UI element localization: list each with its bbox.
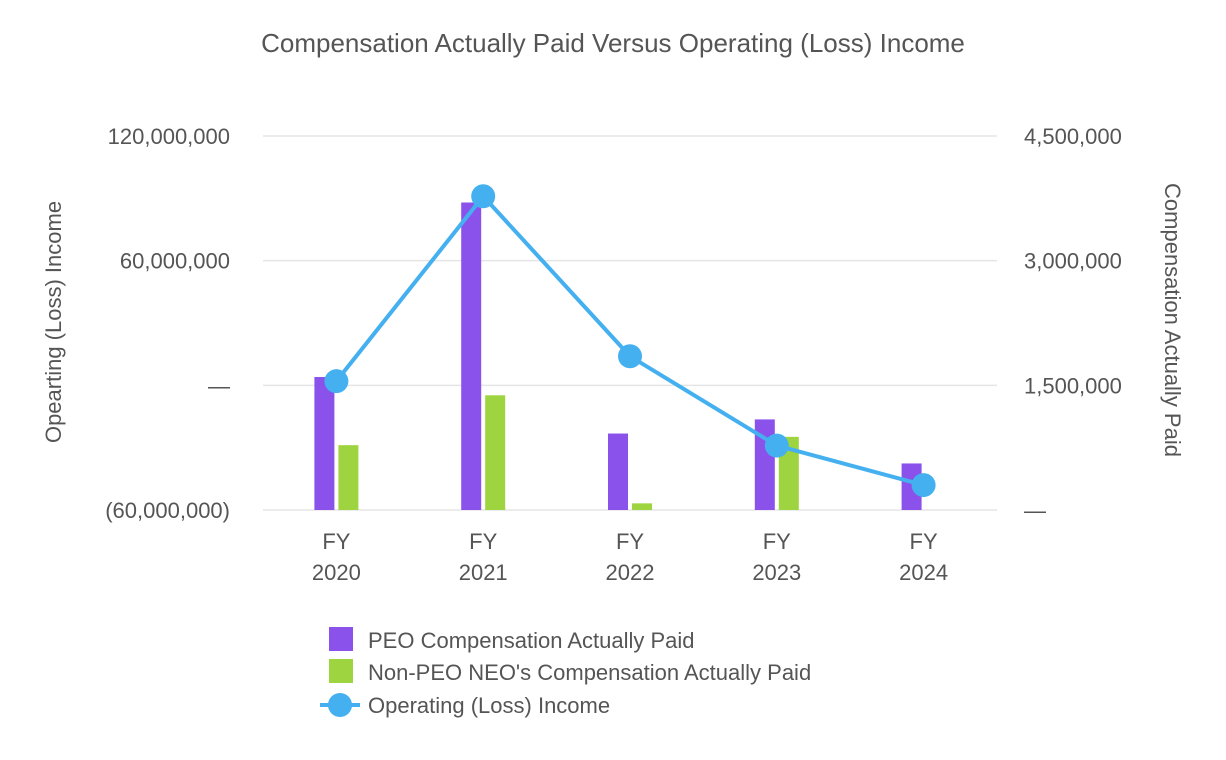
legend-label-operating-income: Operating (Loss) Income [368,693,610,718]
left-axis-label: Opearting (Loss) Income [41,201,66,443]
x-tick-label-3-line2: 2023 [752,560,801,585]
x-tick-label-1-line1: FY [469,529,497,554]
legend-swatch-non-peo [329,659,353,683]
left-axis-ticks: (60,000,000) — 60,000,000 120,000,000 [105,124,230,523]
legend: PEO Compensation Actually Paid Non-PEO N… [320,627,811,718]
chart-title: Compensation Actually Paid Versus Operat… [261,28,965,58]
bar-0-4 [901,463,922,510]
operating-income-line [334,194,925,487]
bars [314,202,922,510]
x-tick-label-1-line2: 2021 [459,560,508,585]
gridlines [263,135,997,511]
legend-item-operating-income[interactable]: Operating (Loss) Income [320,693,610,718]
line-point-0 [324,369,349,394]
right-tick-label-2: 3,000,000 [1024,249,1122,274]
x-tick-label-2-line2: 2022 [606,560,655,585]
legend-label-peo: PEO Compensation Actually Paid [368,628,695,653]
legend-label-non-peo: Non-PEO NEO's Compensation Actually Paid [368,660,811,685]
right-tick-label-1: 1,500,000 [1024,373,1122,398]
x-tick-label-4-line1: FY [910,529,938,554]
x-tick-label-0-line2: 2020 [312,560,361,585]
bar-1-0 [338,445,359,510]
line-point-4 [911,473,936,498]
line-series [324,184,936,498]
bar-0-1 [461,202,482,510]
x-tick-label-4-line2: 2024 [899,560,948,585]
legend-swatch-peo [329,627,353,651]
bar-0-0 [314,377,335,510]
right-axis-ticks: — 1,500,000 3,000,000 4,500,000 [1024,124,1122,523]
left-tick-label-1: — [208,373,230,398]
right-axis-label: Compensation Actually Paid [1160,183,1185,457]
left-tick-label-0: (60,000,000) [105,498,230,523]
line-point-2 [618,344,642,369]
legend-item-non-peo[interactable]: Non-PEO NEO's Compensation Actually Paid [329,659,811,685]
legend-item-peo[interactable]: PEO Compensation Actually Paid [329,627,695,653]
line-point-1 [471,184,496,209]
right-tick-label-3: 4,500,000 [1024,124,1122,149]
x-tick-label-2-line1: FY [616,529,644,554]
x-tick-label-3-line1: FY [763,529,791,554]
x-axis-ticks: FY 2020 FY 2021 FY 2022 FY 2023 FY 2024 [312,529,948,585]
bar-0-2 [608,433,628,510]
x-tick-label-0-line1: FY [322,529,350,554]
legend-marker-operating-income [328,693,352,717]
right-tick-label-0: — [1024,498,1046,523]
left-tick-label-3: 120,000,000 [108,124,230,149]
left-tick-label-2: 60,000,000 [120,249,230,274]
bar-1-2 [632,503,652,510]
bar-1-1 [485,395,506,510]
line-point-3 [764,433,789,458]
